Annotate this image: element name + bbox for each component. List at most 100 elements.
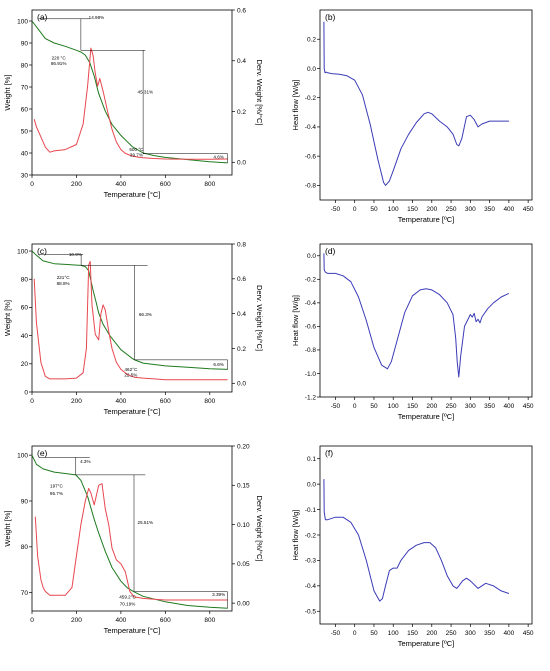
y2-tick-label: 0.10 [237,522,250,529]
x-tick-label: 150 [407,403,418,410]
y-tick-label: -1.2 [305,394,317,401]
annotation-label: 197°C [50,483,64,488]
x-tick-label: 0 [30,617,34,624]
annotation-label: 45.31% [138,90,154,95]
x-tick-label: 300 [465,403,476,410]
annotation-label: 4.6% [213,155,223,160]
y-tick-label: 0.0 [307,253,316,260]
y-axis-label: Heat flow [W/g] [291,295,300,346]
x-tick-label: 0 [30,181,34,188]
y-tick-label: 40 [21,333,29,340]
x-tick-label: 450 [523,630,534,637]
annotation-label: 86.91% [51,61,67,66]
y-tick-label: 90 [21,498,29,505]
annotation-label: 4.3% [80,459,90,464]
x-axis-label: Temperature [°C] [104,190,161,199]
x-tick-label: 400 [115,181,126,188]
y-tick-label: 60 [21,305,29,312]
annotation-label: 66.3% [139,312,152,317]
panel-c: 0 200 400 600 800 0 20 40 60 80 100 0.0 0.2 0.4 0.6 0.8… [3,241,264,416]
y-tick-label: 70 [21,84,29,91]
y-tick-label: 100 [17,18,28,25]
y-axis-label: Heat flow [W/g] [291,80,300,131]
y-tick-label: 80 [21,277,29,284]
y-tick-label: -0.8 [305,183,317,190]
annotation-label: 220 °C [52,56,67,61]
y-tick-label: 100 [17,452,28,459]
x-tick-label: 800 [204,617,215,624]
annotation-label: 14.98% [89,15,105,20]
x-tick-label: 100 [388,403,399,410]
x-tick-label: 100 [388,630,399,637]
annotation-label: 221°C [57,275,71,280]
y2-tick-label: 0.6 [237,276,246,283]
x-tick-label: 0 [30,398,34,405]
panel-label: (e) [37,448,48,458]
x-tick-label: -50 [331,403,341,410]
y-tick-label: 50 [21,128,29,135]
panel-d: -50 0 50 100 150 200 250 300 350 400 450 -1.2 -1.0 -0… [291,243,534,421]
x-tick-label: 150 [407,630,418,637]
y-tick-label: -0.3 [305,558,317,565]
y-tick-label: -0.5 [305,609,317,616]
panel-label: (b) [325,12,336,22]
x-tick-label: 350 [484,206,495,213]
y-tick-label: 40 [21,150,29,157]
y2-axis-label: Derv. Weight [%/°C] [255,495,264,561]
y-tick-label: -0.2 [305,95,317,102]
x-tick-label: 400 [115,617,126,624]
plot-frame [319,9,533,201]
annotation-label: 95.7% [50,491,63,496]
y2-tick-label: 0.0 [237,160,246,167]
series-line-derivative [33,47,228,160]
series-line-heatflow [323,21,509,186]
x-tick-label: 50 [370,206,378,213]
x-tick-label: 0 [353,630,357,637]
y-tick-label: -0.2 [305,532,317,539]
y2-tick-label: 0.0 [237,381,246,388]
series-line-derivative [33,260,228,381]
x-axis-label: Temperature [°C] [104,407,161,416]
panel-b: -50 0 50 100 150 200 250 300 350 400 450 -0.8 -0.6 -0… [291,9,534,224]
series-line-heatflow [323,479,510,602]
x-tick-label: 100 [388,206,399,213]
y2-tick-label: 0.6 [237,7,246,14]
annotation-label: 3.39% [212,592,225,597]
annotation-label: 25.51% [138,520,154,525]
plot-frame [31,243,233,393]
y2-tick-label: 0.2 [237,346,246,353]
x-tick-label: 800 [204,181,215,188]
panel-label: (f) [325,448,333,458]
x-tick-label: 50 [370,403,378,410]
series-line-weight [31,20,228,164]
y2-tick-label: 0.20 [237,443,250,450]
y2-tick-label: 0.2 [237,109,246,116]
x-tick-label: -50 [331,206,341,213]
x-tick-label: 0 [353,206,357,213]
x-tick-label: 800 [204,398,215,405]
y-tick-label: 0.0 [307,66,316,73]
x-tick-label: 250 [446,403,457,410]
series-line-weight [31,250,228,370]
x-tick-label: 50 [370,630,378,637]
x-tick-label: 200 [426,403,437,410]
y-tick-label: 30 [21,172,29,179]
y2-tick-label: 0.15 [237,483,250,490]
y-tick-label: 80 [21,544,29,551]
y-axis-label: Weight [%] [3,74,12,110]
x-tick-label: 350 [484,630,495,637]
annotation-label: 88.8% [57,281,70,286]
x-tick-label: 450 [523,206,534,213]
x-tick-label: 400 [503,206,514,213]
y2-tick-label: 0.00 [237,600,250,607]
x-tick-label: 400 [503,403,514,410]
y-tick-label: -0.4 [305,583,317,590]
y-tick-label: 20 [21,361,29,368]
x-tick-label: 200 [71,617,82,624]
y2-tick-label: 0.4 [237,311,246,318]
x-tick-label: 250 [446,206,457,213]
y-tick-label: -0.4 [305,300,317,307]
y-tick-label: -0.8 [305,347,317,354]
annotation-label: 459.2°C [119,595,136,600]
